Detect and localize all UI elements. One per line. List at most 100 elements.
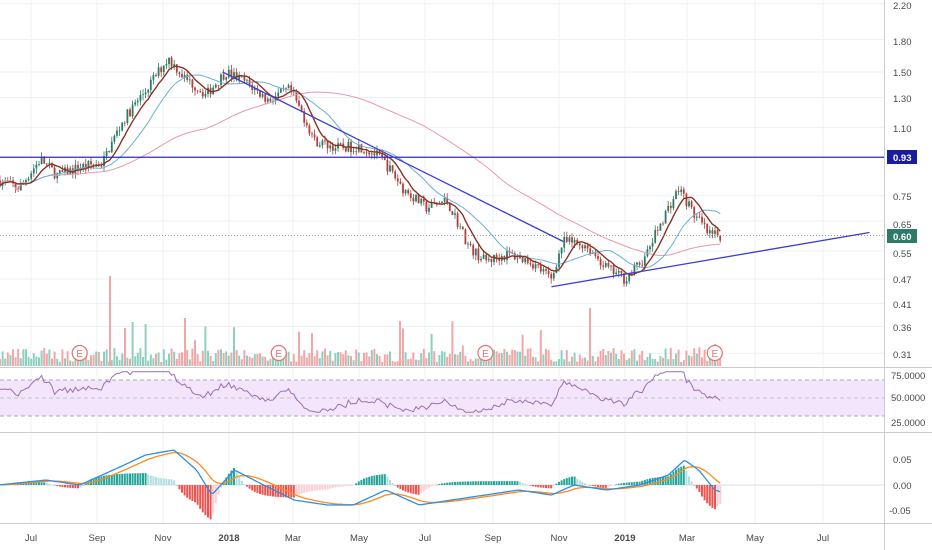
candle-body [524, 258, 527, 263]
candle-body [103, 156, 105, 167]
volume-bar [633, 349, 636, 366]
macd-histogram-bar [157, 477, 160, 485]
macd-histogram-bar [118, 473, 121, 485]
volume-bar [201, 350, 204, 366]
volume-bar [370, 350, 373, 366]
candle-body [207, 87, 209, 94]
volume-bar [433, 351, 436, 366]
volume-bar [693, 348, 696, 366]
macd-histogram-bar [77, 485, 79, 489]
earnings-marker[interactable]: E [477, 344, 494, 362]
volume-bar [69, 360, 72, 366]
macd-histogram-bar [136, 473, 139, 485]
macd-histogram-bar [698, 485, 701, 493]
candle-body [246, 79, 248, 81]
volume-bar [610, 352, 612, 366]
macd-histogram-bar [217, 485, 220, 495]
rsi-path [0, 371, 721, 413]
volume-bar [103, 351, 105, 366]
candle-body [550, 273, 553, 279]
volume-bar [84, 353, 87, 366]
volume-bar [66, 351, 69, 366]
macd-histogram-bar [331, 485, 334, 489]
volume-bar [188, 359, 191, 366]
candle-body [467, 243, 469, 245]
candle-body [607, 262, 610, 267]
macd-histogram-bar [147, 474, 150, 485]
macd-histogram-bar [433, 485, 436, 486]
macd-histogram-bar [487, 481, 490, 485]
macd-histogram-bar [134, 473, 137, 485]
volume-bar [331, 360, 334, 366]
candle-body [649, 246, 651, 250]
candle-body [95, 164, 98, 166]
macd-axis[interactable]: 0.05 0.00 -0.05 [889, 455, 912, 517]
volume-bar [22, 349, 25, 366]
volume-bar [347, 355, 350, 366]
candle-body [264, 94, 267, 102]
candle-body [266, 98, 269, 102]
macd-histogram-bar [339, 485, 342, 487]
candle-body [425, 201, 428, 212]
macd-histogram-bar [144, 473, 147, 485]
macd-histogram-bar [225, 477, 228, 485]
earnings-marker[interactable]: E [71, 344, 88, 362]
volume-bar [646, 357, 649, 366]
time-axis[interactable]: Jul Sep Nov 2018 Mar May Jul Sep Nov 201… [25, 533, 829, 544]
macd-histogram-bar [337, 485, 339, 488]
price-axis[interactable]: 2.20 1.80 1.50 1.30 1.10 0.75 0.65 0.55 … [887, 1, 917, 361]
candle-body [415, 194, 417, 202]
macd-histogram-bar [246, 485, 248, 487]
candle-body [493, 254, 495, 262]
macd-histogram-bar [272, 485, 274, 497]
volume-bar [604, 355, 607, 366]
volume-bar [490, 351, 493, 366]
macd-histogram-bar [201, 485, 204, 513]
volume-bar [607, 350, 610, 366]
macd-histogram-bar [537, 485, 540, 488]
earnings-marker[interactable]: E [270, 344, 287, 362]
volume-bar [38, 357, 40, 366]
candle-body [435, 202, 438, 204]
earnings-marker-label: E [711, 349, 718, 360]
macd-histogram-bar [178, 485, 181, 490]
candle-body [100, 165, 103, 167]
rsi-axis[interactable]: 75.0000 50.0000 25.0000 [891, 371, 925, 429]
macd-histogram-bar [365, 477, 368, 485]
volume-bar [144, 324, 147, 366]
volume-bar [568, 361, 571, 366]
macd-histogram-bar [591, 485, 594, 486]
macd-histogram-bar [485, 481, 488, 485]
candle-body [30, 173, 33, 179]
volume-bar [12, 349, 14, 366]
candle-body [352, 151, 355, 153]
macd-histogram-bar [386, 476, 389, 485]
earnings-marker[interactable]: E [706, 344, 723, 362]
volume-bar [64, 358, 66, 366]
macd-histogram-bar [298, 485, 300, 495]
last-price-tag [887, 229, 917, 243]
candle-body [651, 242, 654, 247]
candle-body [230, 69, 233, 78]
macd-tick: 0.00 [893, 481, 912, 492]
candle-body [105, 150, 108, 157]
volume-bar [516, 351, 519, 366]
candle-body [617, 270, 620, 273]
candle-body [61, 170, 64, 172]
candle-body [446, 197, 449, 204]
macd-pane[interactable] [0, 449, 884, 520]
macd-histogram-bar [282, 485, 285, 498]
macd-histogram-bar [506, 481, 508, 485]
trendlines[interactable] [0, 71, 884, 288]
macd-histogram-bar [545, 485, 547, 489]
volume-bar [110, 360, 113, 366]
rsi-pane[interactable] [0, 371, 884, 417]
candle-body [542, 269, 545, 272]
volume-bar [641, 350, 644, 366]
macd-histogram-bar [459, 481, 462, 485]
volume-bar [615, 353, 618, 366]
macd-histogram-bar [534, 485, 537, 487]
macd-histogram-bar [498, 481, 501, 485]
